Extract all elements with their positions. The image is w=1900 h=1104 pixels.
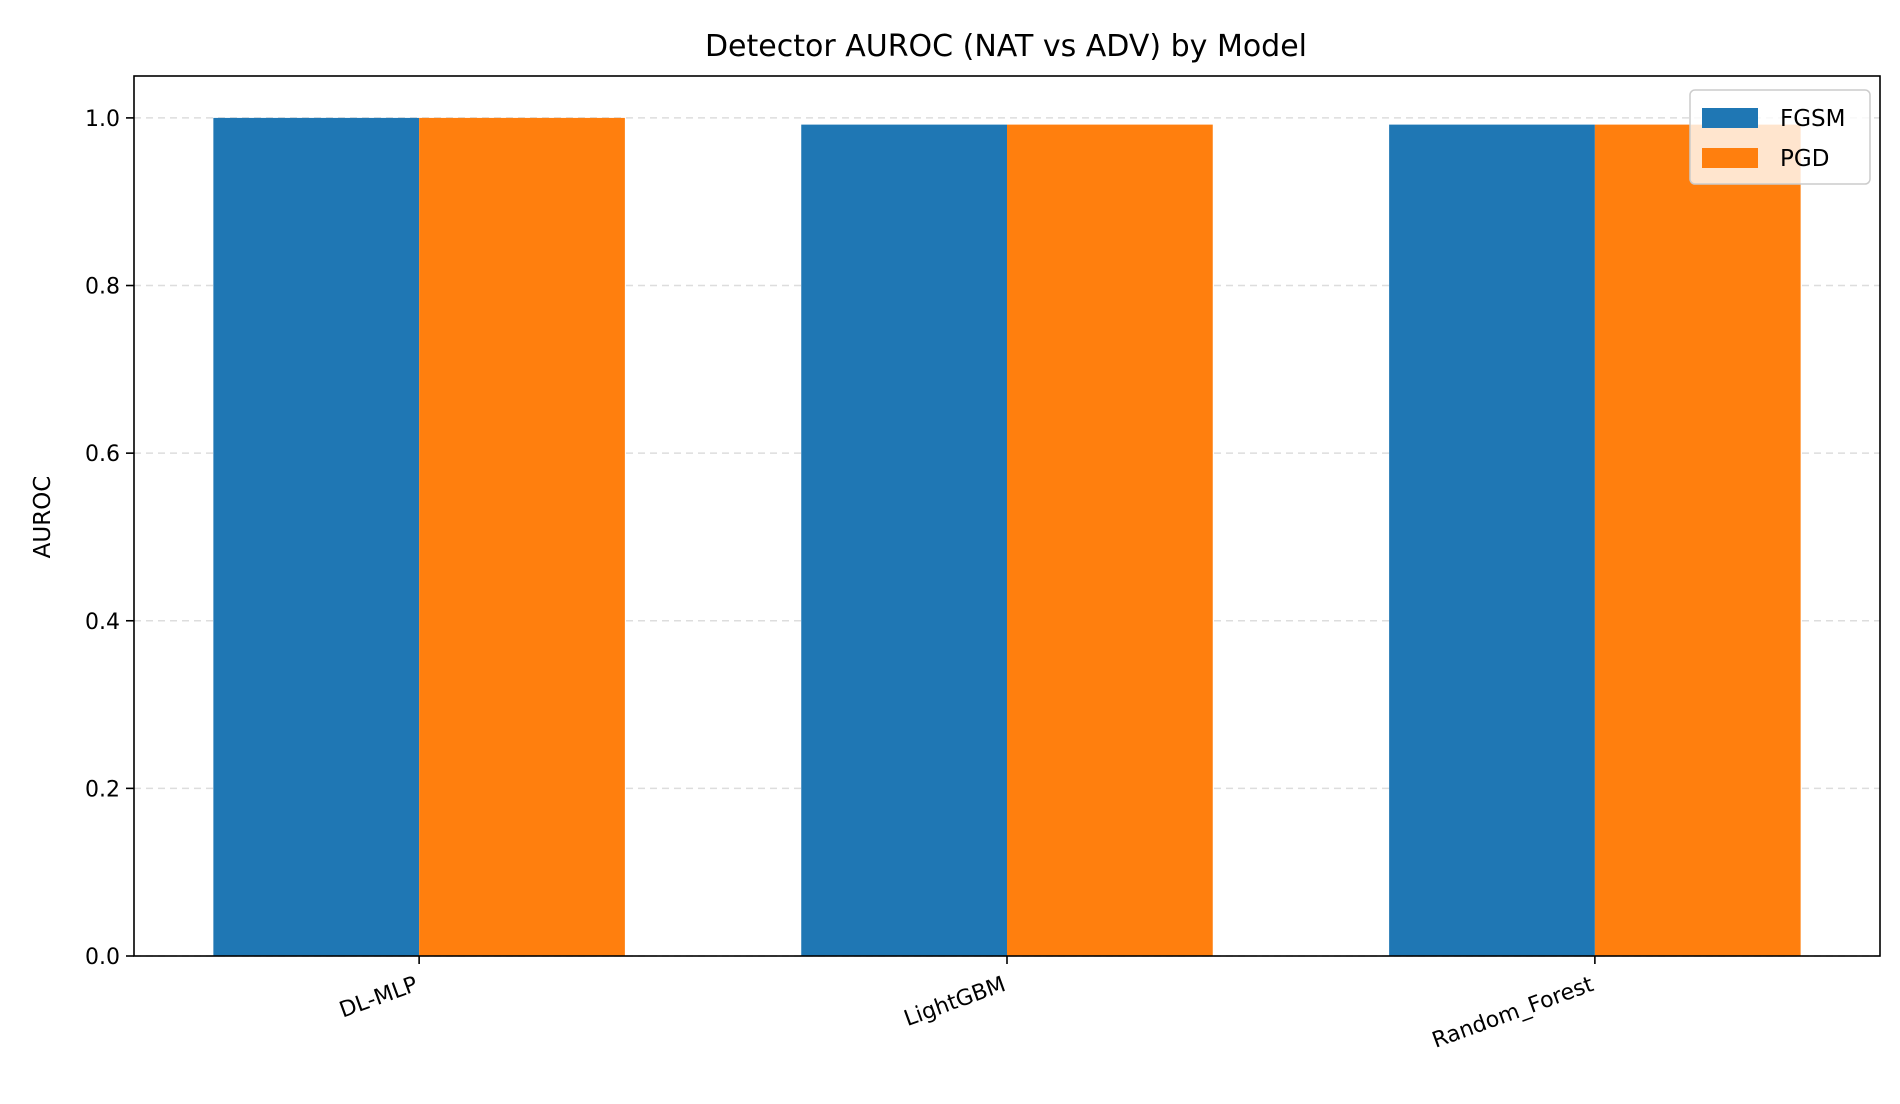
legend-swatch-pgd — [1702, 148, 1758, 168]
chart-title: Detector AUROC (NAT vs ADV) by Model — [705, 29, 1307, 64]
y-tick-label-3: 0.6 — [85, 442, 120, 467]
x-axis-ticks: DL-MLP LightGBM Random_Forest — [336, 956, 1597, 1054]
bar-fgsm-lightgbm — [801, 124, 1007, 957]
y-axis-label: AUROC — [30, 476, 56, 559]
x-tick-label-2: Random_Forest — [1429, 972, 1597, 1054]
y-axis-ticks: 0.0 0.2 0.4 0.6 0.8 1.0 — [85, 107, 134, 970]
y-tick-label-2: 0.4 — [85, 610, 120, 635]
bar-fgsm-dl-mlp — [213, 117, 420, 956]
y-tick-label-4: 0.8 — [85, 275, 120, 300]
bars — [213, 117, 1801, 957]
bar-fgsm-random_forest — [1389, 124, 1595, 957]
legend: FGSM PGD — [1689, 89, 1871, 185]
y-tick-label-5: 1.0 — [85, 107, 120, 132]
bar-pgd-lightgbm — [1007, 124, 1213, 957]
x-tick-label-1: LightGBM — [901, 972, 1009, 1032]
y-tick-label-0: 0.0 — [85, 945, 120, 970]
x-tick-label-0: DL-MLP — [336, 972, 421, 1023]
bar-pgd-dl-mlp — [419, 117, 625, 956]
legend-label-fgsm: FGSM — [1780, 106, 1846, 132]
legend-swatch-fgsm — [1702, 108, 1758, 128]
legend-label-pgd: PGD — [1780, 146, 1829, 172]
y-tick-label-1: 0.2 — [85, 777, 120, 802]
bar-pgd-random_forest — [1594, 124, 1801, 957]
